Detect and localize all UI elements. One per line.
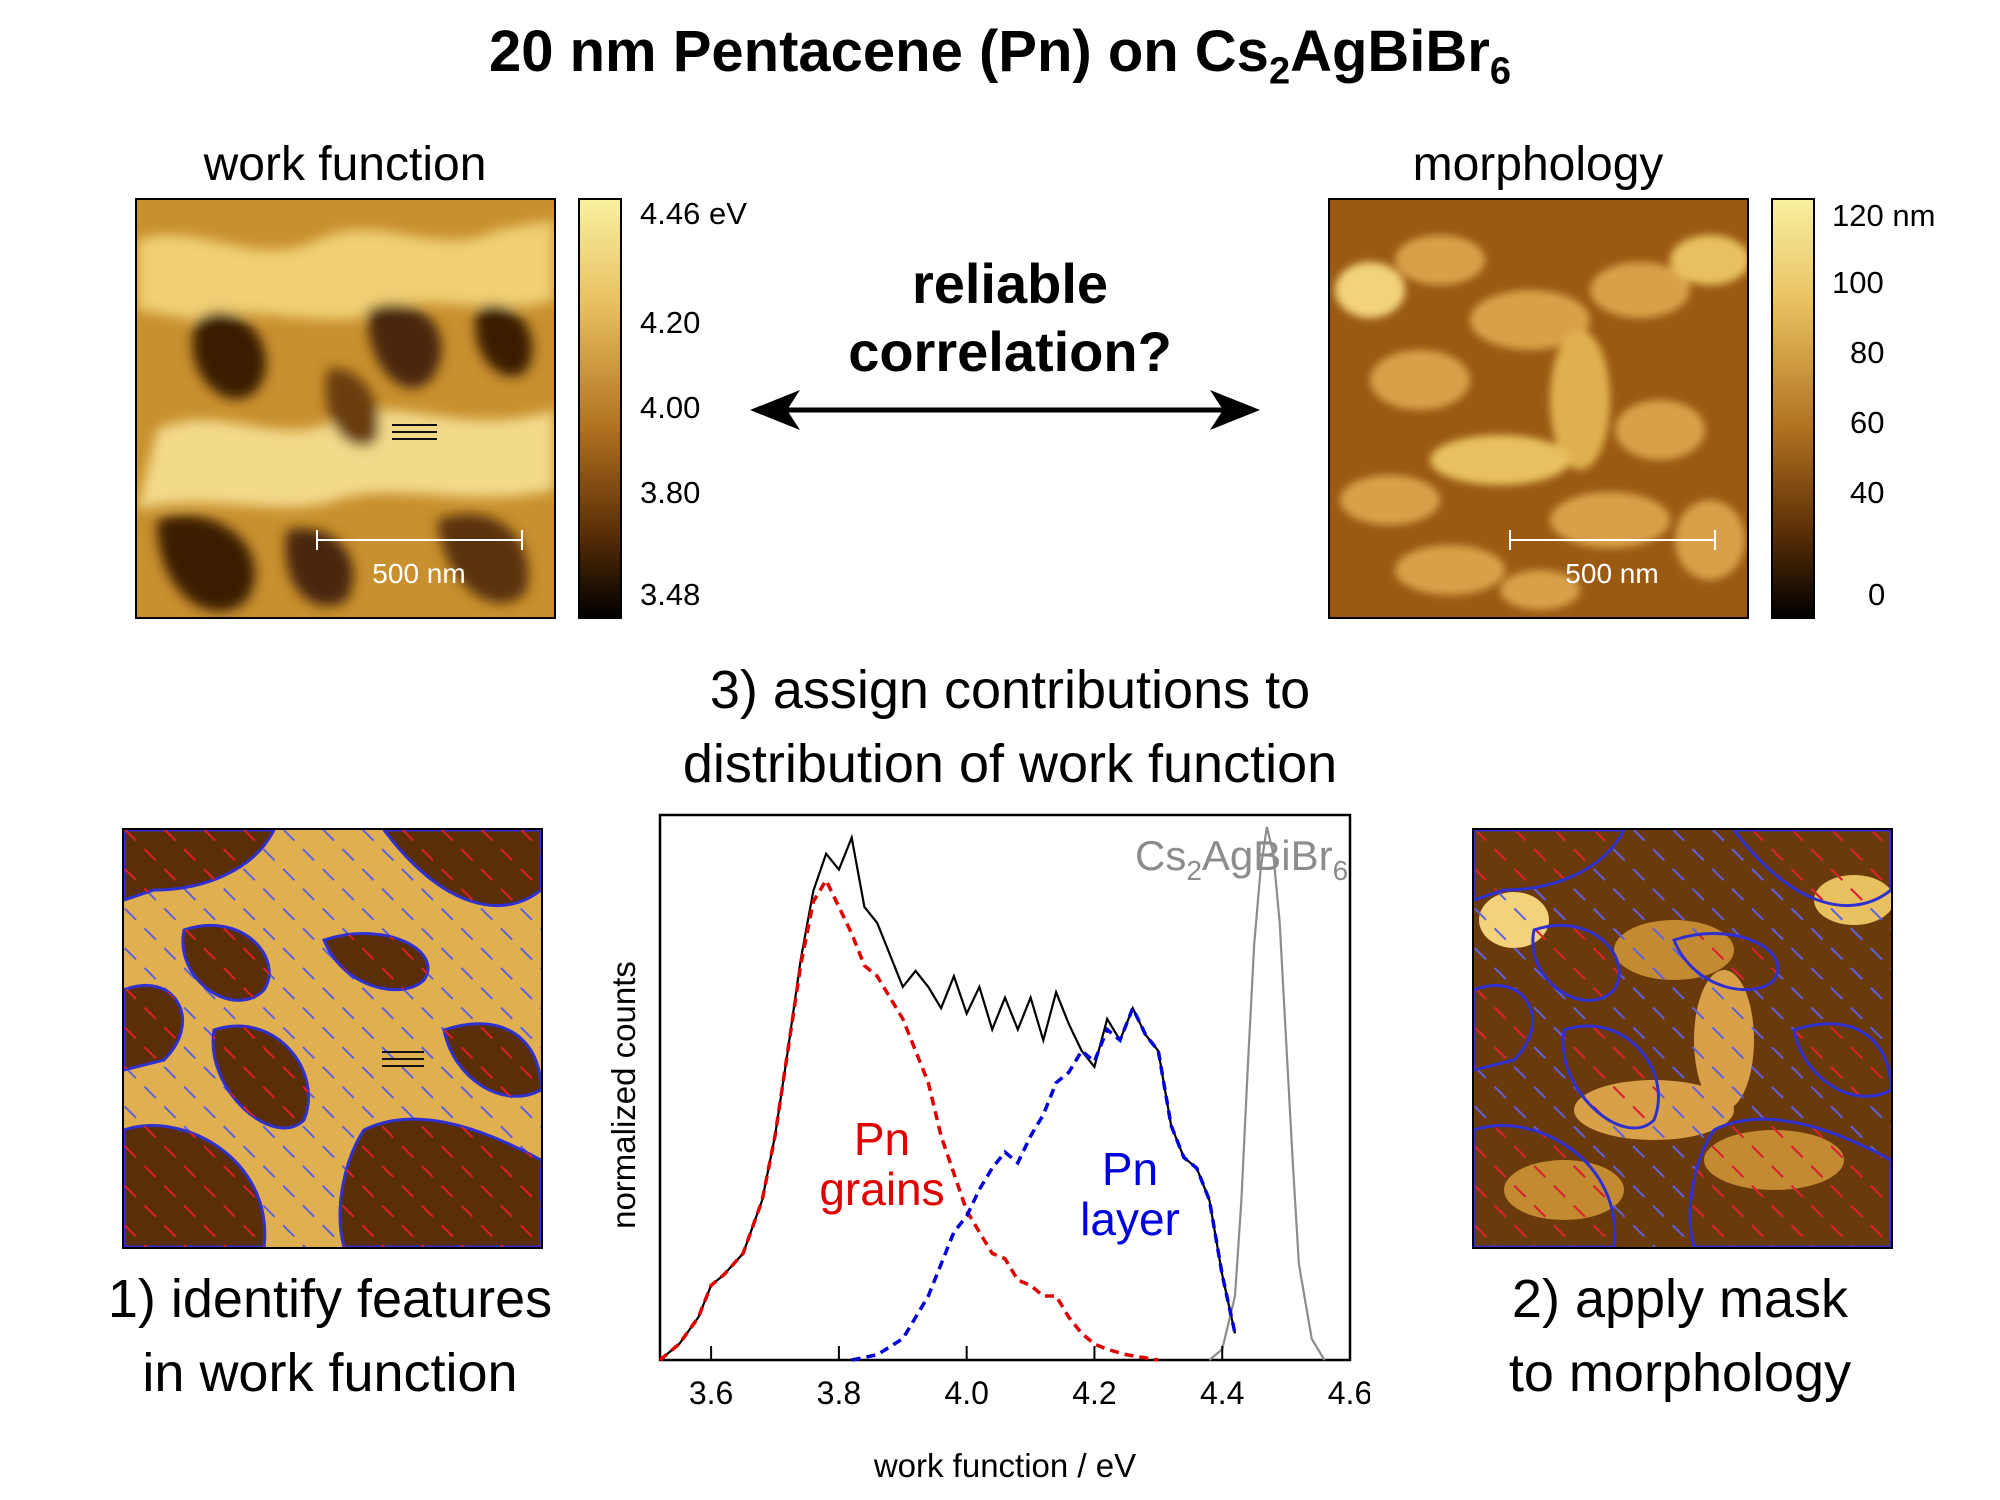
layer-annotation-line1: Pn (1102, 1143, 1158, 1195)
x-tick-label: 4.2 (1072, 1375, 1116, 1411)
x-axis-label: work function / eV (873, 1447, 1136, 1484)
correlation-question: reliable correlation? (848, 252, 1172, 383)
ticks-layer: 3.6 3.8 4.0 4.2 4.4 4.6 (689, 1346, 1370, 1411)
morph-tick: 0 (1868, 577, 1886, 612)
morph-tick: 120 nm (1832, 198, 1936, 233)
wf-tick: 4.46 eV (640, 196, 747, 231)
plot-frame (658, 813, 1352, 1362)
series-line-2 (658, 876, 1159, 1362)
series-line-3 (851, 1003, 1237, 1362)
morph-tick: 60 (1850, 405, 1885, 440)
wf-tick: 3.80 (640, 475, 701, 510)
morphology-label: morphology (1412, 138, 1664, 191)
masked-morphology-map (1472, 828, 1893, 1249)
wf-tick: 4.00 (640, 390, 701, 425)
x-tick-label: 4.0 (944, 1375, 988, 1411)
x-tick-label: 3.8 (817, 1375, 861, 1411)
work-function-map: 500 nm (135, 198, 556, 619)
series-line-0 (659, 833, 1237, 1361)
morph-tick: 80 (1850, 335, 1885, 370)
wf-tick: 4.20 (640, 305, 701, 340)
grains-annotation-line1: Pn (854, 1113, 910, 1165)
work-function-histogram: 3.6 3.8 4.0 4.2 4.4 4.6 work function / eV no… (605, 813, 1370, 1484)
morph-tick: 40 (1850, 475, 1885, 510)
x-tick-label: 4.4 (1200, 1375, 1244, 1411)
series-line-1 (1208, 826, 1326, 1361)
series-layer (658, 826, 1326, 1362)
x-tick-label: 4.6 (1328, 1375, 1370, 1411)
step1-caption: 1) identify features in work function (107, 1269, 553, 1403)
double-arrow-icon (750, 390, 1260, 430)
work-function-label: work function (203, 138, 487, 191)
scalebar-label-left: 500 nm (372, 558, 465, 589)
work-function-colorbar (578, 198, 622, 619)
substrate-annotation: Cs2AgBiBr6 (1135, 832, 1348, 886)
masked-work-function-map (122, 828, 543, 1249)
layer-annotation-line2: layer (1080, 1193, 1180, 1245)
grains-annotation-line2: grains (819, 1163, 944, 1215)
morph-tick: 100 (1832, 265, 1884, 300)
step3-caption: 3) assign contributions to distribution … (682, 660, 1338, 794)
figure-title: 20 nm Pentacene (Pn) on Cs2AgBiBr6 (488, 19, 1512, 93)
step2-caption: 2) apply mask to morphology (1508, 1269, 1852, 1403)
x-tick-label: 3.6 (689, 1375, 733, 1411)
wf-tick: 3.48 (640, 577, 701, 612)
morphology-colorbar (1771, 198, 1815, 619)
morphology-map: 500 nm (1328, 198, 1749, 619)
y-axis-label: normalized counts (605, 961, 642, 1229)
scalebar-label-right: 500 nm (1565, 558, 1658, 589)
